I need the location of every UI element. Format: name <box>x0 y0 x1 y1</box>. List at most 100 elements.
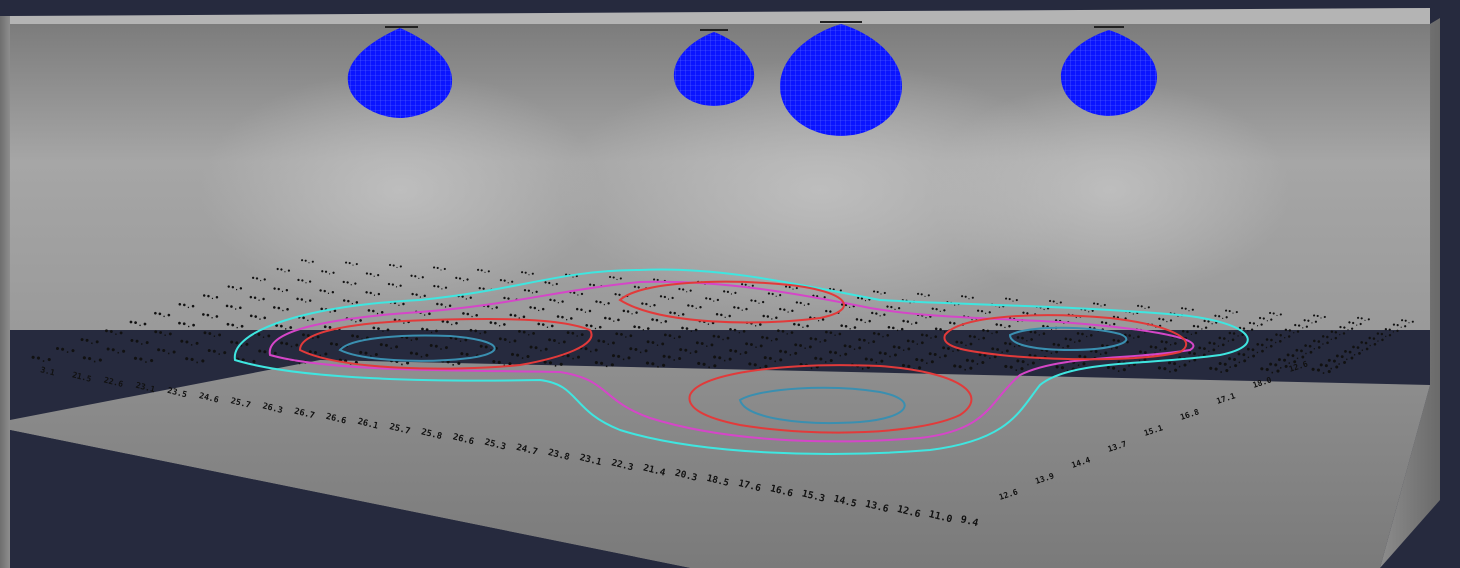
grid-value-mark: ∙∙.∙ <box>272 303 291 314</box>
grid-value-mark: ∙∙.∙ <box>202 327 223 340</box>
grid-value-mark: ∙∙.∙ <box>744 318 763 329</box>
right-wall <box>1380 18 1440 568</box>
grid-value-mark: ∙∙.∙ <box>842 340 863 353</box>
grid-value-mark: ∙∙.∙ <box>761 311 779 322</box>
grid-value-mark: ∙∙.∙ <box>1002 339 1022 351</box>
grid-value-mark: ∙∙.∙ <box>440 317 459 328</box>
grid-value-mark: ∙∙.∙ <box>54 344 76 357</box>
grid-value-mark: ∙∙.∙ <box>498 277 514 286</box>
contour-core <box>338 334 496 362</box>
grid-value-mark: ∙∙.∙ <box>456 292 473 302</box>
grid-value-mark: ∙∙.∙ <box>1054 363 1077 376</box>
grid-value-mark: ∙∙.∙ <box>711 332 731 344</box>
grid-value-mark: ∙∙.∙ <box>680 323 699 334</box>
grid-value-mark: ∙∙.∙ <box>1400 317 1415 326</box>
grid-value-mark: ∙∙.∙ <box>1148 342 1168 354</box>
grid-value-mark: ∙∙.∙ <box>627 344 649 357</box>
grid-value-mark: ∙∙.∙ <box>686 302 703 312</box>
grid-value-mark: ∙∙.∙ <box>1112 313 1129 323</box>
grid-value-mark: ∙∙.∙ <box>967 332 986 343</box>
grid-value-mark: ∙∙.∙ <box>344 259 359 268</box>
luminaire-2[interactable] <box>673 29 755 106</box>
luminaire-3[interactable] <box>780 21 902 136</box>
grid-value-mark: ∙∙.∙ <box>177 319 197 331</box>
grid-value-mark: ∙∙.∙ <box>711 353 733 366</box>
grid-value-mark: ∙∙.∙ <box>1159 337 1178 348</box>
grid-value-mark: ∙∙.∙ <box>668 308 686 319</box>
front-row-value: 25.7 <box>230 395 252 410</box>
grid-value-mark: ∙∙.∙ <box>1051 340 1071 352</box>
grid-value-mark: ∙∙.∙ <box>1338 323 1355 333</box>
grid-value-mark: ∙∙.∙ <box>762 353 784 366</box>
grid-value-mark: ∙∙.∙ <box>863 355 885 368</box>
grid-value-mark: ∙∙.∙ <box>913 355 935 368</box>
front-row-value: 23.1 <box>579 452 604 468</box>
grid-value-mark: ∙∙.∙ <box>1283 326 1300 336</box>
grid-value-mark: ∙∙.∙ <box>413 307 432 318</box>
grid-value-mark: ∙∙.∙ <box>103 325 124 338</box>
front-row-value: 25.7 <box>388 422 411 437</box>
grid-value-mark: ∙∙.∙ <box>602 313 621 324</box>
grid-value-mark: ∙∙.∙ <box>1329 328 1346 338</box>
grid-value-mark: ∙∙.∙ <box>930 305 947 315</box>
grid-value-mark: ∙∙.∙ <box>662 330 682 342</box>
grid-value-mark: ∙∙.∙ <box>286 355 309 368</box>
front-row-value: 24.6 <box>198 390 220 405</box>
grid-value-mark: ∙∙.∙ <box>776 326 795 337</box>
calculation-grid: ∙∙.∙ ∙∙.∙ ∙∙.∙ ∙∙.∙ ∙∙.∙ ∙∙.∙ ∙∙.∙ ∙∙.∙ ∙∙.∙ ∙∙.∙… <box>30 257 1415 378</box>
grid-value-mark: ∙∙.∙ <box>677 286 693 295</box>
grid-value-mark: ∙∙.∙ <box>610 351 632 364</box>
grid-value-mark: ∙∙.∙ <box>468 326 488 338</box>
luminaire-4[interactable] <box>1060 26 1158 116</box>
grid-value-mark: ∙∙.∙ <box>132 354 155 367</box>
grid-value-mark: ∙∙.∙ <box>226 283 243 293</box>
grid-value-mark: ∙∙.∙ <box>1320 332 1338 343</box>
grid-value-mark: ∙∙.∙ <box>341 296 359 307</box>
ceiling <box>10 8 1430 24</box>
grid-value-mark: ∙∙.∙ <box>1124 308 1140 317</box>
grid-value-mark: ∙∙.∙ <box>1075 329 1094 340</box>
grid-value-mark: ∙∙.∙ <box>366 306 385 317</box>
grid-value-mark: ∙∙.∙ <box>528 343 550 356</box>
grid-value-mark: ∙∙.∙ <box>1367 333 1385 344</box>
grid-value-mark: ∙∙.∙ <box>1293 321 1310 331</box>
grid-value-mark: ∙∙.∙ <box>432 264 447 273</box>
grid-value-mark: ∙∙.∙ <box>1342 347 1362 359</box>
luminaire-1[interactable] <box>347 26 453 118</box>
grid-value-mark: ∙∙.∙ <box>919 330 938 341</box>
grid-value-mark: ∙∙.∙ <box>1274 330 1292 341</box>
grid-value-mark: ∙∙.∙ <box>916 291 931 300</box>
front-row-value: 25.8 <box>420 427 443 442</box>
grid-value-mark: ∙∙.∙ <box>476 267 491 276</box>
grid-value-mark: ∙∙.∙ <box>178 337 200 350</box>
grid-value-mark: ∙∙.∙ <box>1014 357 1036 370</box>
grid-value-mark: ∙∙.∙ <box>840 301 857 311</box>
grid-value-mark: ∙∙.∙ <box>856 295 872 304</box>
left-wall <box>0 16 10 568</box>
grid-value-mark: ∙∙.∙ <box>341 278 358 288</box>
grid-value-mark: ∙∙.∙ <box>954 337 974 349</box>
grid-value-mark: ∙∙.∙ <box>274 321 294 333</box>
grid-value-mark: ∙∙.∙ <box>318 287 335 297</box>
grid-value-mark: ∙∙.∙ <box>497 333 518 346</box>
grid-value-mark: ∙∙.∙ <box>808 334 828 346</box>
contour-outer <box>233 268 1249 455</box>
grid-value-mark: ∙∙.∙ <box>1356 315 1371 324</box>
grid-value-mark: ∙∙.∙ <box>872 288 887 297</box>
grid-value-mark: ∙∙.∙ <box>155 345 177 358</box>
grid-value-mark: ∙∙.∙ <box>677 345 699 358</box>
grid-value-mark: ∙∙.∙ <box>886 323 905 334</box>
grid-value-mark: ∙∙.∙ <box>981 326 1000 337</box>
grid-value-mark: ∙∙.∙ <box>905 336 925 348</box>
grid-value-mark: ∙∙.∙ <box>839 321 858 332</box>
grid-value-mark: ∙∙.∙ <box>1245 345 1265 357</box>
grid-value-mark: ∙∙.∙ <box>410 290 427 300</box>
grid-value-mark: ∙∙.∙ <box>183 354 206 367</box>
grid-value-mark: ∙∙.∙ <box>695 359 718 372</box>
contour-inner <box>618 280 845 324</box>
grid-value-mark: ∙∙.∙ <box>632 322 651 333</box>
grid-value-mark: ∙∙.∙ <box>548 296 565 306</box>
grid-value-mark: ∙∙.∙ <box>536 319 555 330</box>
grid-value-mark: ∙∙.∙ <box>608 274 623 283</box>
